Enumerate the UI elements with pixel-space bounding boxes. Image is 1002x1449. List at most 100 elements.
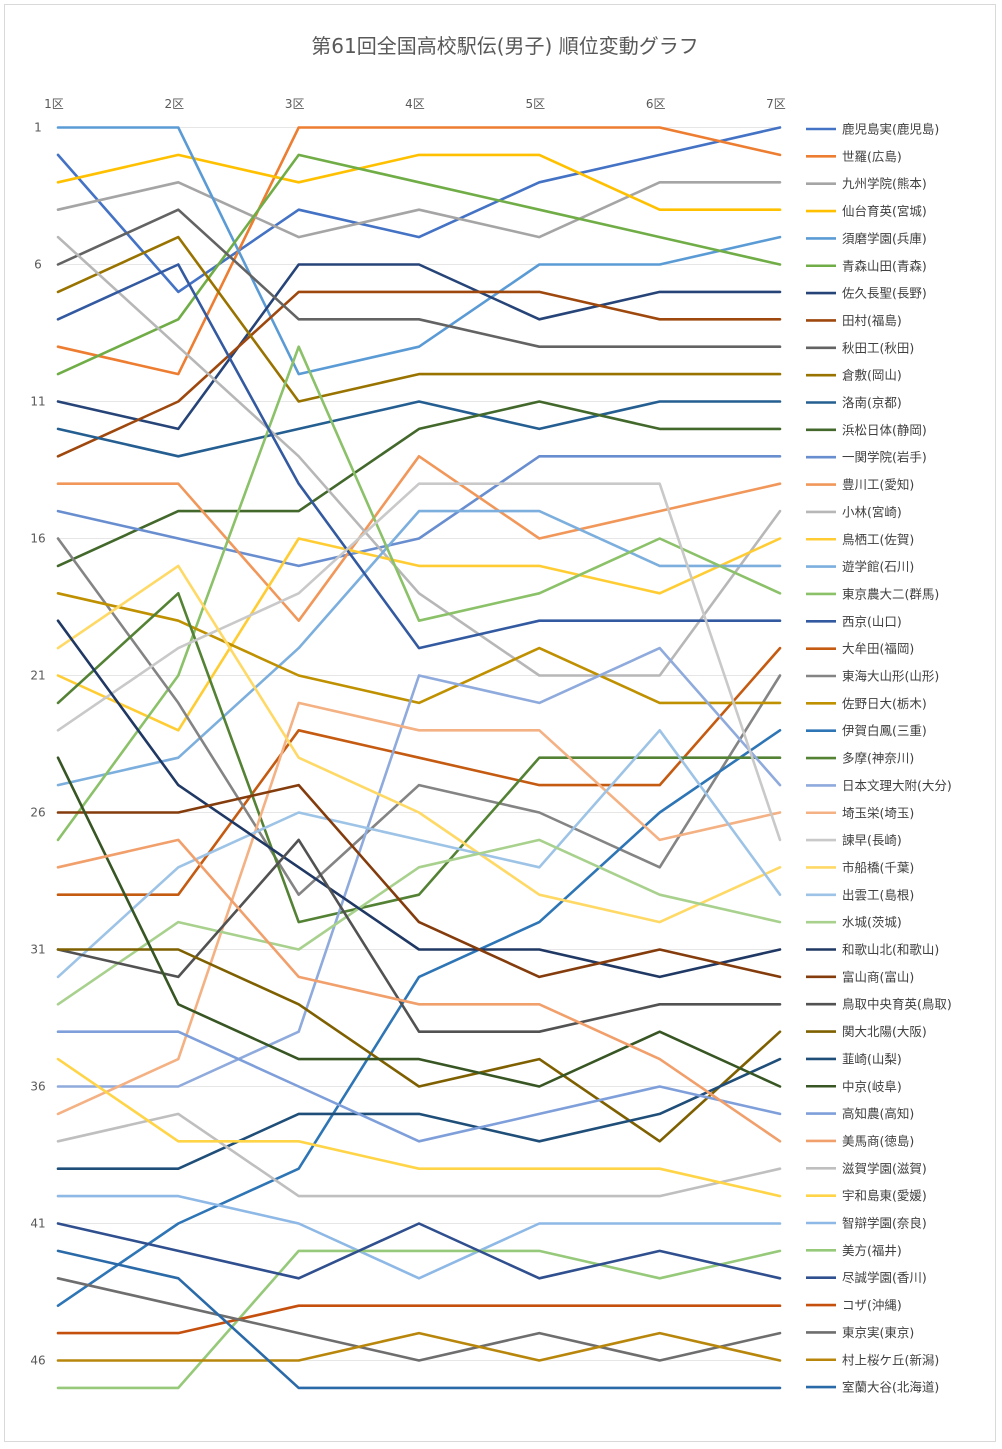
legend-item: 秋田工(秋田)	[806, 340, 914, 355]
series-line	[56, 564, 782, 924]
x-tick-label: 3区	[285, 97, 305, 111]
legend-item: 遊学館(石川)	[806, 559, 914, 574]
legend-label: 尽誠学園(香川)	[842, 1270, 927, 1285]
legend-item: 宇和島東(愛媛)	[806, 1188, 927, 1203]
series-line	[56, 1331, 782, 1362]
series-line	[56, 1030, 782, 1143]
legend-item: 埼玉栄(埼玉)	[806, 805, 914, 820]
legend-item: 伊賀白鳳(三重)	[806, 723, 927, 738]
legend-label: 九州学院(熊本)	[842, 176, 927, 191]
x-tick-label: 4区	[405, 97, 425, 111]
legend-item: 日本文理大附(大分)	[806, 778, 952, 793]
legend-label: 中京(岐阜)	[842, 1079, 902, 1094]
legend-label: 鳥栖工(佐賀)	[842, 532, 914, 547]
legend-item: 智辯学園(奈良)	[806, 1216, 927, 1231]
legend-label: 倉敷(岡山)	[842, 368, 902, 383]
legend-label: 秋田工(秋田)	[842, 340, 914, 355]
x-tick-label: 6区	[646, 97, 666, 111]
legend-item: 豊川工(愛知)	[806, 477, 914, 492]
legend-item: 市船橋(千葉)	[806, 860, 914, 875]
x-tick-label: 5区	[526, 97, 546, 111]
legend-item: 東京農大二(群馬)	[806, 586, 939, 601]
legend-label: 美馬商(徳島)	[842, 1133, 914, 1148]
legend-label: 世羅(広島)	[842, 149, 902, 164]
legend-item: コザ(沖縄)	[806, 1298, 902, 1313]
legend-label: 高知農(高知)	[842, 1106, 914, 1121]
legend-item: 浜松日体(静岡)	[806, 422, 927, 437]
legend-item: 鳥取中央育英(鳥取)	[806, 997, 952, 1012]
legend-item: 高知農(高知)	[806, 1106, 914, 1121]
legend-item: 世羅(広島)	[806, 149, 902, 164]
legend-item: 水城(茨城)	[806, 915, 902, 930]
series-line	[56, 646, 782, 897]
legend-label: 浜松日体(静岡)	[842, 422, 927, 437]
grid-lines	[58, 127, 780, 1361]
legend-item: 村上桜ケ丘(新潟)	[806, 1352, 939, 1367]
series-line	[56, 126, 782, 376]
series-line	[56, 235, 782, 403]
series-line	[56, 701, 782, 1116]
legend-label: 埼玉栄(埼玉)	[842, 805, 914, 820]
legend-item: 諫早(長崎)	[806, 833, 902, 848]
series-line	[56, 235, 782, 677]
legend-item: 九州学院(熊本)	[806, 176, 927, 191]
legend-item: 中京(岐阜)	[806, 1079, 902, 1094]
legend-item: 美方(福井)	[806, 1243, 902, 1258]
series-line	[56, 454, 782, 568]
legend-label: 須磨学園(兵庫)	[842, 231, 927, 246]
series-line	[56, 537, 782, 897]
series-line	[56, 783, 782, 979]
chart-title: 第61回全国高校駅伝(男子) 順位変動グラフ	[311, 34, 698, 58]
y-tick-label: 16	[30, 532, 45, 546]
legend-item: 富山商(富山)	[806, 969, 914, 984]
legend-item: 室蘭大谷(北海道)	[806, 1380, 939, 1395]
legend-item: 鳥栖工(佐賀)	[806, 532, 914, 547]
series-line	[56, 591, 782, 924]
y-tick-label: 31	[30, 943, 45, 957]
legend-item: 鹿児島実(鹿児島)	[806, 122, 939, 137]
series-line	[56, 537, 782, 732]
legend-label: 美方(福井)	[842, 1243, 902, 1258]
legend-label: 青森山田(青森)	[842, 258, 927, 273]
series-line	[56, 126, 782, 294]
legend-item: 大牟田(福岡)	[806, 641, 914, 656]
legend-label: 水城(茨城)	[842, 915, 902, 930]
legend-label: 富山商(富山)	[842, 969, 914, 984]
legend-item: 和歌山北(和歌山)	[806, 942, 939, 957]
series-line	[56, 838, 782, 1143]
series-line	[56, 509, 782, 787]
legend-label: 伊賀白鳳(三重)	[842, 723, 927, 738]
legend-item: 倉敷(岡山)	[806, 368, 902, 383]
legend-label: 室蘭大谷(北海道)	[842, 1380, 939, 1395]
legend-label: 東海大山形(山形)	[842, 669, 939, 684]
series-line	[56, 1112, 782, 1198]
series-line	[56, 345, 782, 842]
y-tick-label: 21	[30, 669, 45, 683]
series-line	[56, 1277, 782, 1362]
legend: 鹿児島実(鹿児島) 世羅(広島) 九州学院(熊本) 仙台育英(宮城) 須磨学園(兵庫) 青…	[806, 122, 952, 1395]
legend-item: 青森山田(青森)	[806, 258, 927, 273]
legend-label: 鹿児島実(鹿児島)	[842, 122, 939, 137]
series-line	[56, 400, 782, 568]
legend-label: コザ(沖縄)	[842, 1298, 902, 1313]
legend-item: 西京(山口)	[806, 614, 902, 629]
series-line	[56, 153, 782, 376]
legend-item: 一関学院(岩手)	[806, 450, 927, 465]
legend-label: 東京農大二(群馬)	[842, 586, 939, 601]
legend-label: 市船橋(千葉)	[842, 860, 914, 875]
legend-item: 佐久長聖(長野)	[806, 286, 927, 301]
legend-item: 仙台育英(宮城)	[806, 204, 927, 219]
legend-item: 洛南(京都)	[806, 395, 902, 410]
legend-item: 関大北陽(大阪)	[806, 1024, 927, 1039]
y-tick-label: 1	[34, 121, 42, 135]
series-line	[56, 591, 782, 705]
legend-label: 村上桜ケ丘(新潟)	[842, 1352, 939, 1367]
series-line	[56, 400, 782, 458]
legend-label: 出雲工(島根)	[842, 887, 914, 902]
series-lines	[56, 126, 782, 1390]
series-line	[56, 1249, 782, 1390]
legend-item: 多摩(神奈川)	[806, 751, 914, 766]
series-line	[56, 126, 782, 376]
legend-item: 出雲工(島根)	[806, 887, 914, 902]
